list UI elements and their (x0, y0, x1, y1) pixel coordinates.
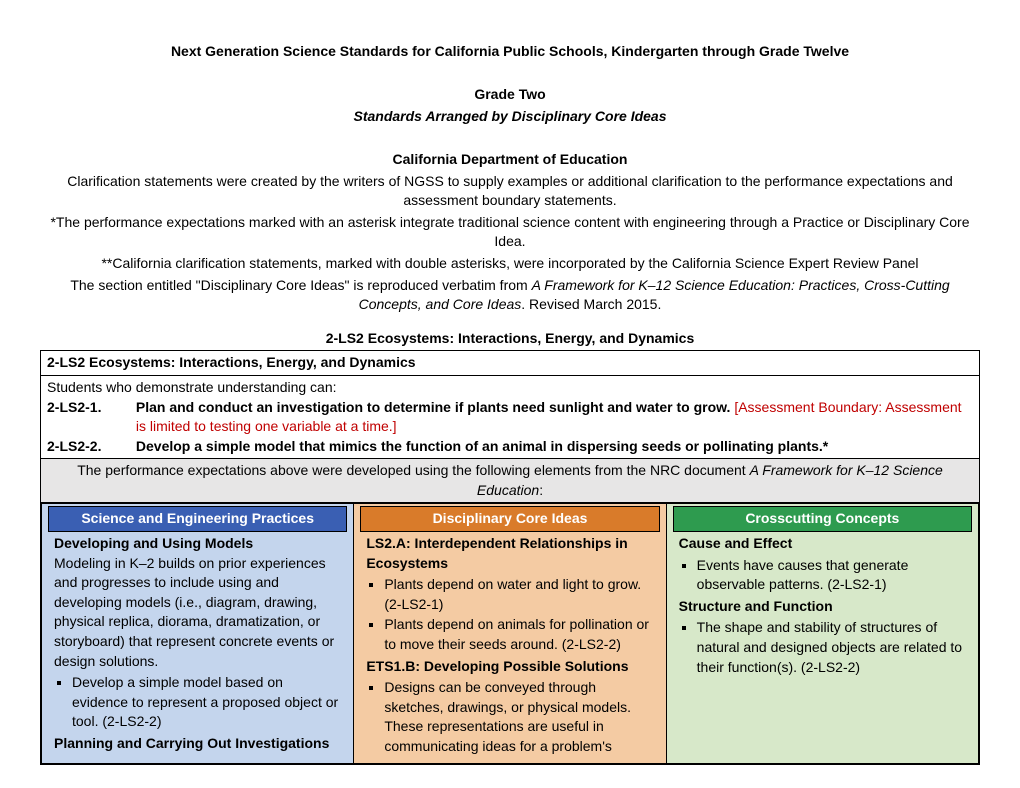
sep-column: Science and Engineering Practices Develo… (42, 504, 354, 763)
intro-line-1: Clarification statements were created by… (40, 172, 980, 211)
ccc-bullet-1: Events have causes that generate observa… (697, 556, 966, 595)
three-column-row: Science and Engineering Practices Develo… (41, 503, 980, 764)
performance-expectations: Students who demonstrate understanding c… (41, 375, 980, 458)
pe-2-text: Develop a simple model that mimics the f… (136, 437, 967, 457)
ccc-bullet-2: The shape and stability of structures of… (697, 618, 966, 677)
dci-bullet-1: Plants depend on water and light to grow… (384, 575, 653, 614)
sep-para-1: Modeling in K–2 builds on prior experien… (54, 554, 341, 672)
section-title: 2-LS2 Ecosystems: Interactions, Energy, … (40, 329, 980, 349)
intro-line-3: **California clarification statements, m… (40, 254, 980, 274)
ccc-header: Crosscutting Concepts (673, 506, 972, 532)
sep-heading-2: Planning and Carrying Out Investigations (54, 734, 341, 754)
pe-1-code: 2-LS2-1. (47, 398, 132, 418)
demo-line: Students who demonstrate understanding c… (47, 378, 973, 398)
grade-level: Grade Two (40, 85, 980, 105)
doc-title: Next Generation Science Standards for Ca… (40, 42, 980, 62)
pe-1-text: Plan and conduct an investigation to det… (136, 398, 967, 437)
ccc-heading-1: Cause and Effect (679, 534, 966, 554)
box-title: 2-LS2 Ecosystems: Interactions, Energy, … (41, 351, 980, 376)
dci-column: Disciplinary Core Ideas LS2.A: Interdepe… (354, 504, 666, 763)
arrangement: Standards Arranged by Disciplinary Core … (40, 107, 980, 127)
sep-bullet-1: Develop a simple model based on evidence… (72, 673, 341, 732)
standards-table: 2-LS2 Ecosystems: Interactions, Energy, … (40, 350, 980, 764)
intro-line-2: *The performance expectations marked wit… (40, 213, 980, 252)
dci-header: Disciplinary Core Ideas (360, 506, 659, 532)
intro-line-4: The section entitled "Disciplinary Core … (40, 276, 980, 315)
intro-block: Clarification statements were created by… (40, 172, 980, 315)
dci-bullet-2: Plants depend on animals for pollination… (384, 615, 653, 654)
dci-heading-1: LS2.A: Interdependent Relationships in E… (366, 534, 653, 573)
sep-heading-1: Developing and Using Models (54, 534, 341, 554)
ccc-heading-2: Structure and Function (679, 597, 966, 617)
ccc-column: Crosscutting Concepts Cause and Effect E… (666, 504, 978, 763)
pe-2-code: 2-LS2-2. (47, 437, 132, 457)
document-header: Next Generation Science Standards for Ca… (40, 42, 980, 170)
dci-heading-2: ETS1.B: Developing Possible Solutions (366, 657, 653, 677)
department: California Department of Education (40, 150, 980, 170)
framework-note: The performance expectations above were … (41, 459, 980, 503)
dci-bullet-3: Designs can be conveyed through sketches… (384, 678, 653, 756)
sep-header: Science and Engineering Practices (48, 506, 347, 532)
pe-1: 2-LS2-1. Plan and conduct an investigati… (47, 398, 973, 437)
pe-2: 2-LS2-2. Develop a simple model that mim… (47, 437, 973, 457)
